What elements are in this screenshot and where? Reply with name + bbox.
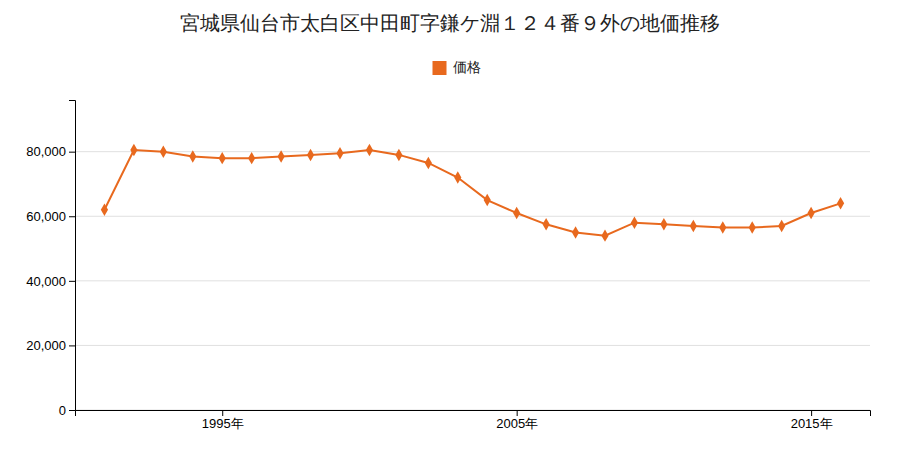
grid-line [75, 216, 870, 217]
y-tick-label: 20,000 [26, 338, 66, 353]
y-axis-line [69, 101, 76, 411]
marker [189, 150, 196, 162]
y-tick: 0 [59, 403, 75, 418]
marker [336, 147, 343, 159]
y-tick: 40,000 [26, 273, 75, 288]
marker [454, 171, 461, 183]
marker [160, 145, 167, 157]
x-tick-mark [517, 410, 518, 416]
y-tick-mark [69, 281, 75, 282]
marker [690, 220, 697, 232]
grid-line [75, 151, 870, 152]
marks [101, 144, 844, 242]
y-tick-label: 0 [59, 403, 66, 418]
chart: 宮城県仙台市太白区中田町字鎌ケ淵１２４番９外の地価推移 0 20,000 40,000… [0, 0, 900, 450]
legend-label: 価格 [453, 59, 481, 75]
marker [425, 157, 432, 169]
marker [101, 204, 108, 216]
x-tick-label: 2005年 [496, 416, 538, 431]
x-tick: 2015年 [791, 410, 833, 431]
x-tick: 1995年 [202, 410, 244, 431]
marker [808, 207, 815, 219]
grid-line [75, 345, 870, 346]
y-tick-label: 40,000 [26, 273, 66, 288]
marker [248, 152, 255, 164]
marker [601, 229, 608, 241]
y-tick-mark [69, 152, 75, 153]
marker [513, 207, 520, 219]
y-tick-label: 60,000 [26, 209, 66, 224]
y-tick-mark [69, 410, 75, 411]
y-tick-label: 80,000 [26, 144, 66, 159]
marker [749, 221, 756, 233]
marker [778, 220, 785, 232]
marker [837, 197, 844, 209]
plot-area: 0 20,000 40,000 60,000 80,000 1995年 2005年 2015年 [26, 101, 870, 432]
line [104, 150, 840, 236]
x-axis-line [76, 411, 871, 417]
x-tick-mark [811, 410, 812, 416]
y-tick-mark [69, 345, 75, 346]
title: 宮城県仙台市太白区中田町字鎌ケ淵１２４番９外の地価推移 [180, 11, 720, 35]
marker [219, 152, 226, 164]
marker [307, 149, 314, 161]
x-tick-mark [222, 410, 223, 416]
x-tick: 2005年 [496, 410, 538, 431]
x-tick-label: 1995年 [202, 416, 244, 431]
marker [719, 221, 726, 233]
grid-line [75, 280, 870, 281]
marker [484, 194, 491, 206]
y-tick: 80,000 [26, 144, 75, 159]
marker [395, 149, 402, 161]
y-axis: 0 20,000 40,000 60,000 80,000 [26, 101, 75, 418]
grid [75, 152, 870, 410]
marker [660, 218, 667, 230]
marker [130, 144, 137, 156]
marker [543, 218, 550, 230]
marker [631, 216, 638, 228]
marker [572, 226, 579, 238]
legend: 価格 [433, 59, 481, 75]
y-tick-mark [69, 216, 75, 217]
y-tick: 20,000 [26, 338, 75, 353]
x-tick-label: 2015年 [791, 416, 833, 431]
marker [366, 144, 373, 156]
y-tick: 60,000 [26, 209, 75, 224]
x-axis: 1995年 2005年 2015年 [76, 410, 871, 431]
marker [278, 150, 285, 162]
legend-swatch [433, 61, 447, 75]
